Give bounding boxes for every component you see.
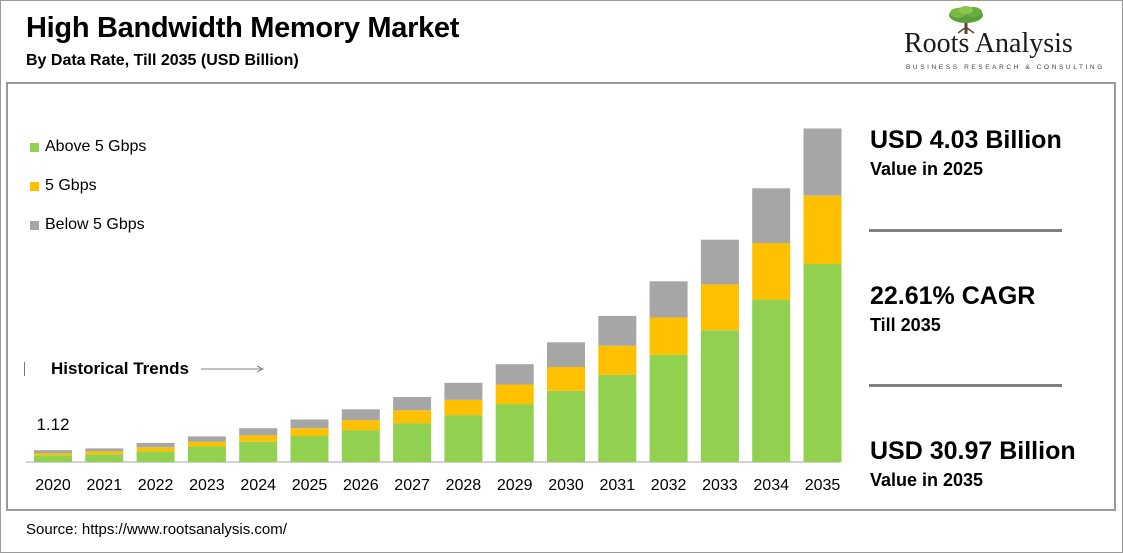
x-tick-label: 2026	[343, 477, 379, 494]
legend-swatch-mid	[30, 181, 39, 191]
bar-below-5-gbps-2020	[34, 450, 72, 454]
bar-below-5-gbps-2024	[239, 428, 278, 436]
bar-above-5-gbps-2034	[752, 299, 791, 462]
data-label-2020: 1.12	[36, 415, 69, 434]
header-divider	[6, 82, 1116, 84]
legend-swatch-above	[30, 142, 39, 152]
x-tick-label: 2021	[87, 477, 123, 494]
bar-below-5-gbps-2026	[341, 409, 380, 421]
x-tick-label: 2025	[292, 477, 328, 494]
legend-label-below: Below 5 Gbps	[45, 216, 145, 233]
bar-above-5-gbps-2031	[598, 374, 637, 462]
chart-panel	[6, 84, 1116, 511]
bar-5-gbps-2032	[649, 317, 688, 355]
bar-below-5-gbps-2031	[598, 315, 637, 346]
kpi-value-2025: USD 4.03 Billion Value in 2025	[870, 126, 1062, 180]
kpi-cagr: 22.61% CAGR Till 2035	[870, 282, 1035, 336]
kpi-value-2035: USD 30.97 Billion Value in 2035	[870, 437, 1076, 491]
bar-below-5-gbps-2023	[187, 436, 226, 442]
kpi-value-2035-amount: USD 30.97 Billion	[870, 437, 1076, 465]
legend-item-below-5-gbps: Below 5 Gbps	[30, 216, 145, 234]
bar-below-5-gbps-2027	[393, 397, 432, 411]
bar-above-5-gbps-2024	[239, 441, 278, 462]
x-tick-label: 2031	[600, 477, 636, 494]
source-note: Source: https://www.rootsanalysis.com/	[26, 521, 287, 538]
bar-below-5-gbps-2034	[752, 188, 791, 244]
bar-5-gbps-2025	[290, 428, 329, 436]
bar-above-5-gbps-2025	[290, 436, 329, 462]
x-tick-label: 2022	[138, 477, 174, 494]
x-tick-label: 2029	[497, 477, 533, 494]
bar-above-5-gbps-2023	[187, 446, 226, 462]
x-tick-label: 2034	[753, 477, 789, 494]
bar-above-5-gbps-2028	[444, 415, 483, 462]
bar-5-gbps-2030	[547, 366, 585, 391]
bar-below-5-gbps-2022	[136, 442, 175, 448]
x-tick-label: 2032	[651, 477, 687, 494]
x-tick-label: 2027	[394, 477, 430, 494]
kpi-value-2035-caption: Value in 2035	[870, 470, 984, 490]
bar-5-gbps-2021	[85, 451, 124, 455]
chart-subtitle: By Data Rate, Till 2035 (USD Billion)	[26, 52, 299, 69]
bar-below-5-gbps-2025	[290, 419, 329, 429]
tree-icon	[949, 6, 983, 34]
kpi-cagr-amount: 22.61% CAGR	[870, 282, 1036, 310]
x-tick-label: 2035	[805, 477, 841, 494]
x-tick-label: 2024	[240, 477, 276, 494]
bar-above-5-gbps-2021	[85, 454, 124, 462]
bar-above-5-gbps-2022	[136, 451, 175, 462]
historical-trends-marker: Historical Trends	[24, 359, 265, 379]
bar-5-gbps-2035	[803, 195, 842, 264]
bar-5-gbps-2034	[752, 243, 791, 300]
bar-below-5-gbps-2035	[803, 128, 842, 196]
legend-swatch-below	[30, 220, 39, 230]
bar-5-gbps-2029	[495, 384, 534, 405]
bar-above-5-gbps-2035	[803, 264, 842, 462]
bar-below-5-gbps-2033	[700, 239, 739, 285]
legend-item-above-5-gbps: Above 5 Gbps	[30, 138, 146, 156]
kpi-separator	[869, 384, 1062, 387]
bar-below-5-gbps-2030	[547, 342, 585, 367]
x-tick-label: 2028	[446, 477, 482, 494]
x-tick-label: 2033	[702, 477, 738, 494]
bar-5-gbps-2033	[700, 284, 739, 331]
bar-5-gbps-2023	[187, 441, 226, 447]
bar-below-5-gbps-2028	[444, 382, 483, 400]
bar-5-gbps-2027	[393, 410, 432, 424]
kpi-cagr-caption: Till 2035	[870, 315, 941, 335]
bar-5-gbps-2031	[598, 345, 637, 375]
bar-above-5-gbps-2030	[547, 390, 585, 462]
bar-below-5-gbps-2032	[649, 281, 688, 318]
legend-label-above: Above 5 Gbps	[45, 138, 147, 155]
legend-item-5-gbps: 5 Gbps	[30, 177, 97, 195]
legend-label-mid: 5 Gbps	[45, 177, 97, 194]
bar-above-5-gbps-2029	[495, 404, 534, 462]
arrow-right-icon	[200, 365, 265, 373]
kpi-separator	[869, 229, 1062, 232]
bar-5-gbps-2026	[341, 420, 380, 431]
bar-above-5-gbps-2032	[649, 354, 688, 462]
roots-analysis-logo: Roots Analysis BUSINESS RESEARCH & CONSU…	[900, 6, 1110, 74]
bar-5-gbps-2024	[239, 435, 278, 442]
bar-5-gbps-2020	[34, 453, 72, 456]
kpi-value-2025-amount: USD 4.03 Billion	[870, 126, 1062, 154]
kpi-value-2025-caption: Value in 2025	[870, 159, 984, 179]
bar-above-5-gbps-2026	[341, 430, 380, 462]
bar-above-5-gbps-2033	[700, 330, 739, 462]
bar-5-gbps-2028	[444, 399, 483, 416]
historical-trends-label: Historical Trends	[51, 359, 189, 378]
x-tick-label: 2023	[189, 477, 225, 494]
logo-tagline: BUSINESS RESEARCH & CONSULTING	[906, 64, 1105, 71]
historical-tick	[24, 362, 25, 376]
logo-name: Roots Analysis	[904, 28, 1073, 59]
x-tick-label: 2020	[35, 477, 71, 494]
bar-5-gbps-2022	[136, 447, 175, 452]
bar-above-5-gbps-2027	[393, 423, 432, 462]
bar-above-5-gbps-2020	[34, 455, 72, 462]
x-tick-label: 2030	[548, 477, 584, 494]
bar-below-5-gbps-2021	[85, 448, 124, 452]
chart-title: High Bandwidth Memory Market	[26, 12, 460, 44]
bar-below-5-gbps-2029	[495, 364, 534, 385]
